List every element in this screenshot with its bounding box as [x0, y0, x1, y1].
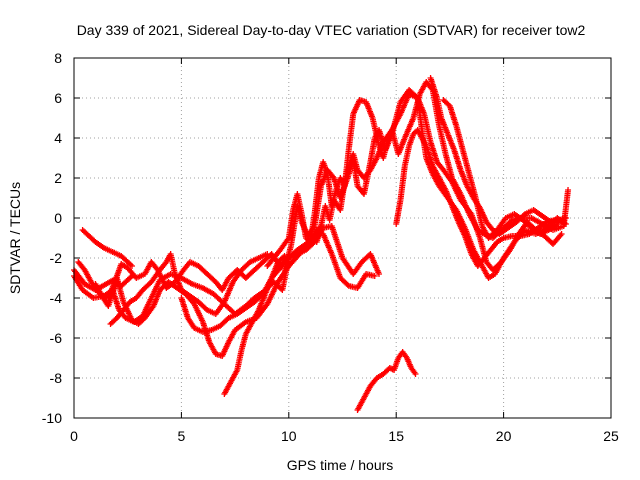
- data-point: [128, 273, 135, 279]
- y-tick-label: -6: [50, 330, 63, 346]
- data-point: [554, 221, 561, 227]
- data-point: [264, 251, 271, 257]
- x-tick-label: 5: [178, 428, 186, 444]
- data-point: [128, 263, 135, 269]
- y-tick-label: 0: [54, 210, 62, 226]
- x-axis-title: GPS time / hours: [287, 457, 394, 473]
- y-tick-label: -2: [50, 250, 63, 266]
- data-point: [371, 273, 378, 279]
- data-point: [376, 271, 383, 277]
- data-series: [71, 75, 572, 413]
- y-tick-label: 6: [54, 90, 62, 106]
- data-point: [562, 215, 569, 221]
- y-axis-title: SDTVAR / TECUs: [7, 182, 23, 294]
- y-tick-label: -4: [50, 290, 63, 306]
- y-tick-label: -10: [42, 410, 62, 426]
- x-tick-label: 15: [388, 428, 404, 444]
- y-tick-label: 8: [54, 50, 62, 66]
- y-tick-label: 4: [54, 130, 62, 146]
- y-tick-label: 2: [54, 170, 62, 186]
- data-point: [565, 187, 572, 193]
- x-tick-label: 20: [496, 428, 512, 444]
- x-tick-label: 10: [281, 428, 297, 444]
- axis-ticks: 0 5 10 15 20 25 -10 -8 -6 -4 -2 0 2 4 6 8: [42, 50, 619, 444]
- chart-title: Day 339 of 2021, Sidereal Day-to-day VTE…: [77, 22, 586, 38]
- data-point: [412, 371, 419, 377]
- data-point: [558, 231, 565, 237]
- plot-frame: [73, 57, 612, 419]
- x-tick-label: 0: [70, 428, 78, 444]
- x-tick-label: 25: [603, 428, 619, 444]
- y-tick-label: -8: [50, 370, 63, 386]
